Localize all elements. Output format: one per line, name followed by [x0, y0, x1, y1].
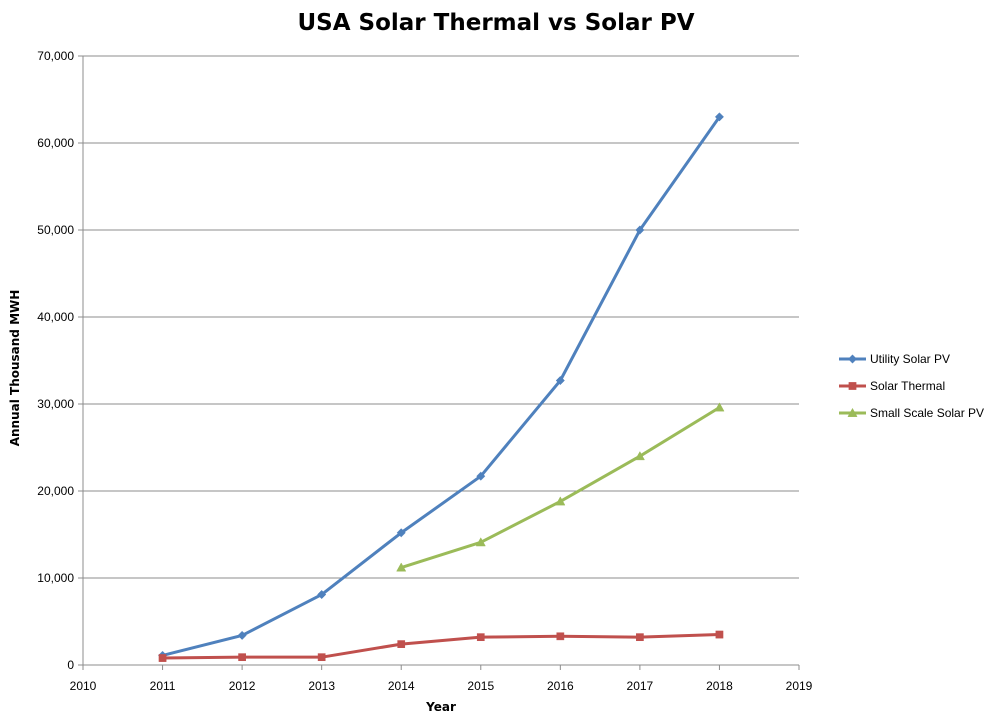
legend-label: Solar Thermal — [870, 379, 945, 393]
y-tick-label: 70,000 — [37, 49, 74, 63]
y-axis-label: Annual Thousand MWH — [8, 290, 22, 447]
data-point-small-scale-solar-pv — [634, 451, 645, 461]
data-point-small-scale-solar-pv — [475, 537, 486, 547]
gridlines — [83, 55, 799, 579]
data-point-solar-thermal — [556, 632, 565, 641]
data-point-utility-solar-pv — [714, 112, 724, 122]
y-tick-label: 10,000 — [37, 571, 74, 585]
x-tick-label: 2019 — [786, 679, 813, 693]
x-tick-label: 2017 — [627, 679, 654, 693]
data-point-solar-thermal — [636, 633, 644, 642]
y-tick-label: 30,000 — [37, 397, 74, 411]
data-point-utility-solar-pv — [476, 471, 486, 481]
data-point-utility-solar-pv — [396, 528, 406, 538]
x-tick-label: 2015 — [467, 679, 494, 693]
x-tick-label: 2013 — [308, 679, 335, 693]
legend-item-small-scale-solar-pv: Small Scale Solar PV — [839, 406, 984, 420]
legend-marker-square — [848, 382, 857, 390]
data-point-solar-thermal — [715, 630, 724, 639]
series-line-solar-thermal — [161, 633, 721, 660]
y-tick-label: 0 — [67, 658, 74, 672]
data-point-solar-thermal — [158, 654, 167, 662]
data-point-utility-solar-pv — [555, 375, 565, 386]
data-point-solar-thermal — [476, 633, 485, 642]
legend-item-solar-thermal: Solar Thermal — [839, 379, 945, 393]
y-tick-label: 20,000 — [37, 484, 74, 498]
data-point-solar-thermal — [397, 640, 406, 648]
x-axis-label: Year — [425, 700, 456, 714]
chart-title: USA Solar Thermal vs Solar PV — [297, 10, 694, 36]
x-tick-label: 2018 — [706, 679, 733, 693]
x-tick-label: 2014 — [388, 679, 415, 693]
data-point-solar-thermal — [317, 653, 326, 662]
data-point-small-scale-solar-pv — [396, 562, 407, 572]
data-point-utility-solar-pv — [317, 589, 327, 600]
data-point-utility-solar-pv — [237, 630, 247, 640]
legend-label: Small Scale Solar PV — [870, 406, 984, 420]
legend-marker-diamond — [847, 354, 858, 364]
series-line-utility-solar-pv — [161, 115, 721, 657]
series-lines — [161, 115, 721, 660]
series-markers — [158, 112, 725, 662]
legend-item-utility-solar-pv: Utility Solar PV — [839, 352, 950, 366]
legend-marker-triangle — [847, 407, 858, 417]
data-point-utility-solar-pv — [635, 225, 645, 235]
data-point-solar-thermal — [238, 653, 246, 662]
tick-labels: 0 10,000 20,000 30,000 40,000 50,000 60,000 70,… — [37, 49, 812, 693]
axes — [78, 55, 800, 670]
y-tick-label: 50,000 — [37, 223, 74, 237]
y-tick-label: 40,000 — [37, 310, 74, 324]
legend: Utility Solar PV Solar Thermal Small Scale… — [839, 352, 984, 420]
x-tick-label: 2016 — [547, 679, 574, 693]
legend-label: Utility Solar PV — [870, 352, 950, 366]
series-line-small-scale-solar-pv — [399, 405, 721, 570]
x-tick-label: 2012 — [229, 679, 256, 693]
x-tick-label: 2011 — [150, 679, 176, 693]
y-tick-label: 60,000 — [37, 136, 74, 150]
x-tick-label: 2010 — [70, 679, 97, 693]
data-point-small-scale-solar-pv — [555, 496, 566, 506]
data-point-small-scale-solar-pv — [714, 402, 725, 412]
